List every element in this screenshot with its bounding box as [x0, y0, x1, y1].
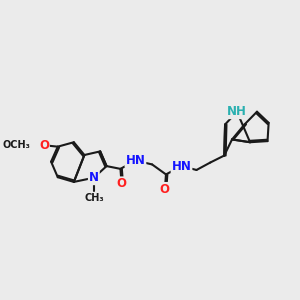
- Text: OCH₃: OCH₃: [2, 140, 30, 150]
- Text: N: N: [89, 171, 99, 184]
- Text: HN: HN: [125, 154, 146, 167]
- Text: NH: NH: [227, 105, 247, 118]
- Text: CH₃: CH₃: [84, 193, 104, 203]
- Text: HN: HN: [172, 160, 191, 172]
- Text: O: O: [39, 139, 49, 152]
- Text: O: O: [117, 177, 127, 190]
- Text: O: O: [160, 183, 170, 196]
